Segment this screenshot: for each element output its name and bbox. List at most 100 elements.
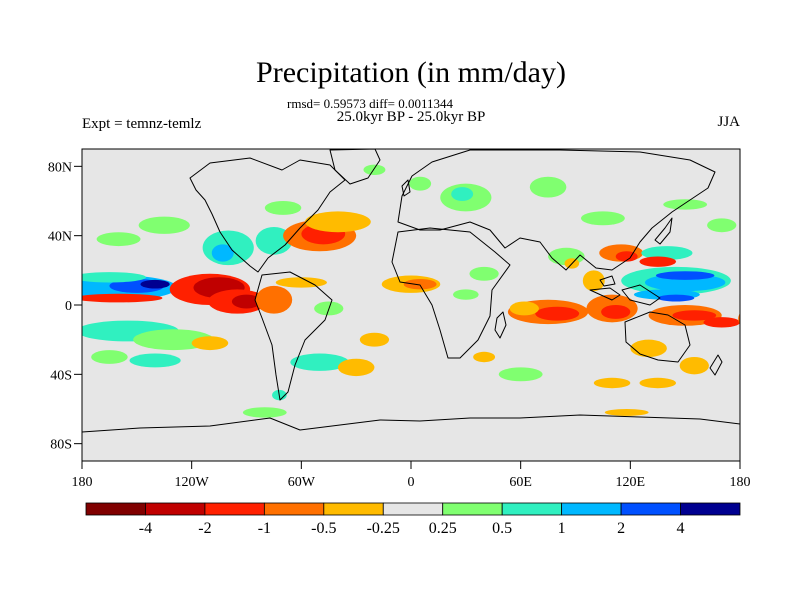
x-tick-label-0: 180 bbox=[72, 475, 93, 490]
anomaly-patch-66 bbox=[593, 377, 631, 389]
anomaly-patch-8 bbox=[231, 294, 262, 309]
colorbar-swatch-7 bbox=[501, 502, 563, 516]
anomaly-patch-64 bbox=[679, 357, 709, 375]
coastline-greenland bbox=[329, 149, 381, 185]
coastline-africa bbox=[391, 227, 511, 359]
colorbar-label-3: -0.5 bbox=[311, 520, 336, 537]
x-tick-label-3: 0 bbox=[408, 475, 415, 490]
anomaly-patch-12 bbox=[138, 216, 190, 234]
colorbar-label-8: 2 bbox=[617, 520, 625, 537]
colorbar-swatch-9 bbox=[620, 502, 681, 516]
colorbar-swatch-8 bbox=[561, 502, 622, 516]
anomaly-patch-17 bbox=[304, 211, 371, 233]
y-tick-label-4: 80S bbox=[50, 438, 72, 453]
anomaly-patch-14 bbox=[255, 227, 293, 255]
anomaly-patch-65 bbox=[498, 367, 543, 382]
colorbar-label-6: 0.5 bbox=[492, 520, 512, 537]
anomaly-patch-48 bbox=[582, 270, 605, 292]
colorbar-label-5: 0.25 bbox=[429, 520, 457, 537]
anomaly-patch-39 bbox=[580, 211, 625, 226]
experiment-label: Expt = temnz-temlz bbox=[82, 116, 202, 132]
anomaly-patch-32 bbox=[403, 279, 437, 290]
coastline-maritime-continent bbox=[589, 275, 661, 306]
anomaly-patch-36 bbox=[409, 176, 432, 191]
anomaly-patch-37 bbox=[363, 164, 386, 175]
anomaly-patch-23 bbox=[129, 353, 181, 368]
anomaly-patch-29 bbox=[242, 407, 287, 418]
chart-subtitle: 25.0kyr BP - 25.0kyr BP bbox=[337, 109, 486, 125]
y-tick-label-2: 0 bbox=[65, 299, 72, 314]
coastline-south-america bbox=[254, 271, 333, 401]
colorbar-swatch-4 bbox=[323, 502, 384, 516]
anomaly-patch-11 bbox=[211, 244, 234, 262]
anomaly-patch-33 bbox=[453, 289, 479, 300]
anomaly-fields bbox=[82, 164, 740, 418]
anomaly-patch-3 bbox=[82, 272, 146, 283]
anomaly-patch-24 bbox=[191, 336, 229, 351]
anomaly-patch-9 bbox=[255, 285, 293, 314]
x-tick-label-5: 120E bbox=[616, 475, 646, 490]
y-tick-label-0: 80N bbox=[48, 160, 72, 175]
colorbar-swatch-3 bbox=[263, 502, 325, 516]
anomaly-patch-40 bbox=[663, 199, 708, 210]
anomaly-patch-69 bbox=[604, 409, 649, 416]
anomaly-patch-19 bbox=[275, 277, 327, 288]
coastline-europe-asia bbox=[397, 149, 716, 271]
y-tick-label-3: 40S bbox=[50, 368, 72, 383]
chart-title: Precipitation (in mm/day) bbox=[256, 56, 566, 89]
coastline-madagascar bbox=[494, 311, 507, 339]
colorbar-swatch-5 bbox=[382, 502, 444, 516]
colorbar-swatch-2 bbox=[204, 502, 265, 516]
y-axis: 80N 40N 0 40S 80S bbox=[48, 160, 82, 453]
colorbar-swatch-6 bbox=[442, 502, 503, 516]
anomaly-patch-41 bbox=[707, 218, 737, 233]
anomaly-patch-35 bbox=[451, 187, 474, 201]
anomaly-patch-4 bbox=[82, 293, 163, 303]
colorbar-label-9: 4 bbox=[677, 520, 685, 537]
anomaly-patch-26 bbox=[290, 353, 349, 371]
colorbar-label-2: -1 bbox=[258, 520, 271, 537]
coastline-japan bbox=[654, 217, 673, 245]
anomaly-patch-67 bbox=[639, 377, 677, 389]
coastline-new-zealand bbox=[709, 354, 723, 376]
anomaly-patch-55 bbox=[535, 306, 580, 321]
coastline-uk bbox=[401, 179, 411, 197]
colorbar-swatch-0 bbox=[85, 502, 146, 516]
anomaly-patch-51 bbox=[655, 271, 715, 280]
anomaly-patch-18 bbox=[264, 201, 302, 215]
anomaly-patch-53 bbox=[657, 294, 695, 302]
anomaly-patch-25 bbox=[91, 350, 128, 364]
coastline-antarctica bbox=[82, 414, 740, 433]
anomaly-patch-38 bbox=[529, 176, 567, 198]
anomaly-patch-68 bbox=[473, 351, 496, 363]
y-tick-label-1: 40N bbox=[48, 230, 72, 245]
anomaly-patch-62 bbox=[469, 266, 499, 281]
anomaly-patch-63 bbox=[630, 339, 667, 358]
coastline-australia bbox=[624, 311, 691, 363]
anomaly-patch-27 bbox=[337, 358, 375, 377]
colorbar-label-1: -2 bbox=[198, 520, 211, 537]
anomaly-patch-59 bbox=[672, 310, 717, 321]
anomaly-patch-70 bbox=[738, 313, 740, 325]
x-tick-label-1: 120W bbox=[175, 475, 210, 490]
season-label: JJA bbox=[717, 114, 740, 130]
colorbar-swatch-1 bbox=[145, 502, 206, 516]
anomaly-patch-28 bbox=[359, 332, 390, 347]
x-tick-label-2: 60W bbox=[288, 475, 316, 490]
stats-line: rmsd= 0.59573 diff= 0.0011344 bbox=[287, 96, 453, 111]
colorbar-label-7: 1 bbox=[558, 520, 566, 537]
anomaly-patch-47 bbox=[639, 256, 677, 267]
colorbar: -4 -2 -1 -0.5 -0.25 0.25 0.5 1 2 4 bbox=[85, 502, 741, 537]
x-axis: 180 120W 60W 0 60E 120E 180 bbox=[72, 461, 751, 490]
anomaly-patch-61 bbox=[509, 301, 539, 316]
x-tick-label-4: 60E bbox=[509, 475, 532, 490]
colorbar-swatch-10 bbox=[680, 502, 741, 516]
coastlines bbox=[82, 149, 740, 433]
colorbar-label-0: -4 bbox=[139, 520, 152, 537]
coastline-north-america bbox=[189, 157, 346, 273]
anomaly-patch-13 bbox=[96, 232, 141, 247]
anomaly-patch-57 bbox=[601, 305, 631, 319]
x-tick-label-6: 180 bbox=[730, 475, 751, 490]
anomaly-patch-46 bbox=[641, 246, 693, 260]
